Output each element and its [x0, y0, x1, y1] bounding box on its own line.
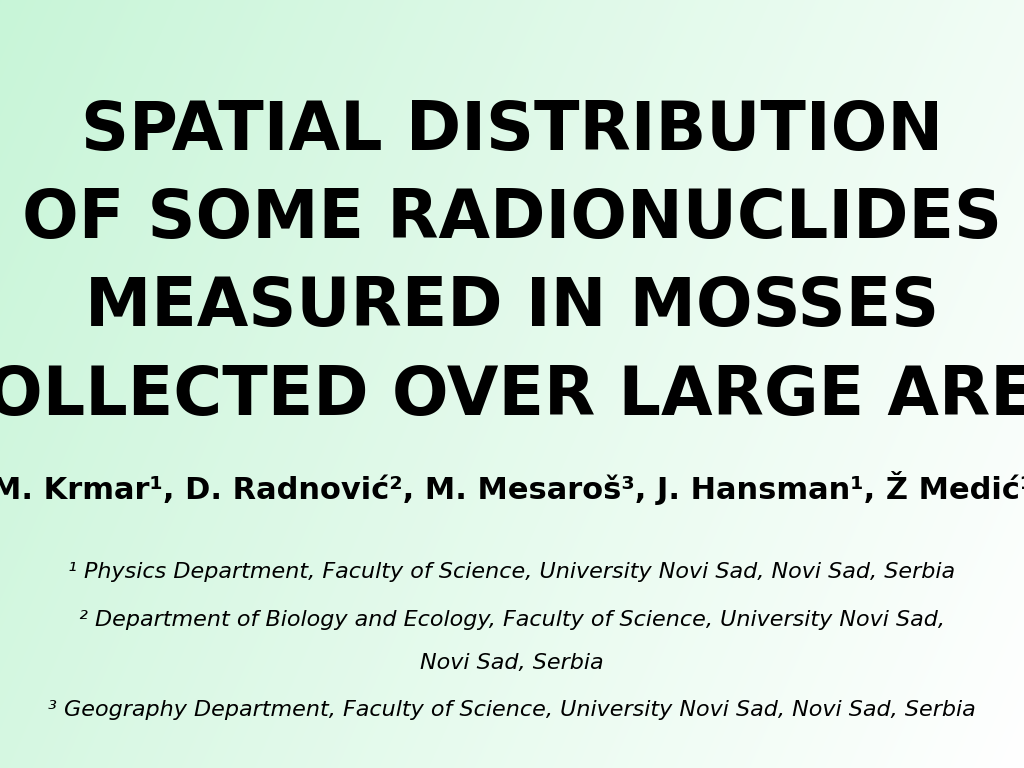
Text: ² Department of Biology and Ecology, Faculty of Science, University Novi Sad,: ² Department of Biology and Ecology, Fac…: [79, 610, 945, 630]
Text: MEASURED IN MOSSES: MEASURED IN MOSSES: [85, 274, 939, 340]
Text: OF SOME RADIONUCLIDES: OF SOME RADIONUCLIDES: [22, 186, 1002, 252]
Text: SPATIAL DISTRIBUTION: SPATIAL DISTRIBUTION: [81, 98, 943, 164]
Text: COLLECTED OVER LARGE AREA: COLLECTED OVER LARGE AREA: [0, 362, 1024, 429]
Text: ¹ Physics Department, Faculty of Science, University Novi Sad, Novi Sad, Serbia: ¹ Physics Department, Faculty of Science…: [69, 562, 955, 582]
Text: M. Krmar¹, D. Radnović², M. Mesaroš³, J. Hansman¹, Ž Medić¹: M. Krmar¹, D. Radnović², M. Mesaroš³, J.…: [0, 471, 1024, 505]
Text: ³ Geography Department, Faculty of Science, University Novi Sad, Novi Sad, Serbi: ³ Geography Department, Faculty of Scien…: [48, 700, 976, 720]
Text: Novi Sad, Serbia: Novi Sad, Serbia: [420, 653, 604, 673]
